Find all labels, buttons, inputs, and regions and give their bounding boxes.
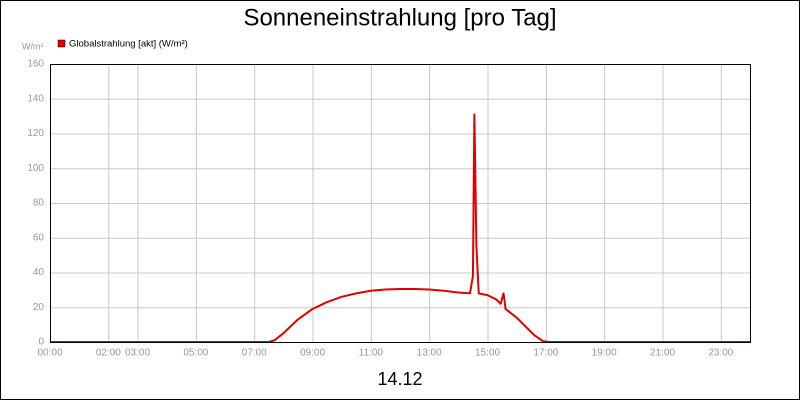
x-tick-label: 21:00 — [650, 348, 675, 359]
chart-title: Sonneneinstrahlung [pro Tag] — [243, 4, 556, 31]
plot — [50, 113, 750, 343]
x-axis-label: 14.12 — [377, 369, 422, 389]
x-tick-label: 19:00 — [592, 348, 617, 359]
legend-label: Globalstrahlung [akt] (W/m²) — [69, 39, 188, 50]
x-tick-label: 05:00 — [183, 348, 208, 359]
x-tick-label: 03:00 — [125, 348, 150, 359]
y-tick-label: 160 — [27, 59, 44, 70]
x-tick-label: 23:00 — [708, 348, 733, 359]
data-line — [50, 113, 750, 343]
y-tick-label: 120 — [27, 128, 44, 139]
y-tick-label: 20 — [33, 302, 45, 313]
x-tick-label: 11:00 — [359, 348, 384, 359]
y-tick-label: 80 — [33, 198, 45, 209]
x-tick-label: 15:00 — [475, 348, 500, 359]
x-tick-label: 09:00 — [300, 348, 325, 359]
x-tick-label: 02:00 — [96, 348, 121, 359]
plot-border — [50, 64, 751, 343]
x-tick-label: 13:00 — [417, 348, 442, 359]
y-tick-label: 60 — [33, 232, 45, 243]
y-tick-label: 100 — [27, 163, 44, 174]
x-tick-label: 00:00 — [37, 348, 62, 359]
y-tick-label: 40 — [33, 267, 45, 278]
y-tick-label: 140 — [27, 93, 44, 104]
y-tick-label: 0 — [38, 337, 44, 348]
legend-swatch — [57, 39, 66, 48]
x-tick-label: 07:00 — [242, 348, 267, 359]
x-tick-label: 17:00 — [533, 348, 558, 359]
y-axis-unit: W/m² — [22, 41, 44, 51]
grid — [50, 64, 750, 343]
